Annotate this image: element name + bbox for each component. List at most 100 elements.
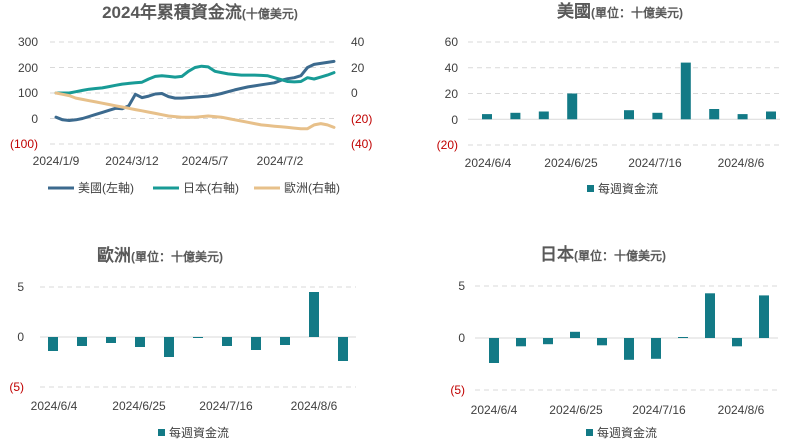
japan-title-main: 日本: [540, 244, 574, 264]
y-tick-label: 40: [445, 61, 459, 75]
us-y-axis: 60 40 20 0 (20): [437, 35, 459, 152]
us-weekly-chart: 美國(單位：十億美元) 60 40 20 0 (20) 2024/6/4 202…: [437, 1, 780, 196]
legend-label-europe: 歐洲(右軸): [284, 180, 340, 195]
x-tick-label: 2024/8/6: [718, 403, 765, 417]
cumulative-legend: 美國(左軸) 日本(右軸) 歐洲(右軸): [48, 180, 340, 195]
legend-label-japan: 日本(右軸): [183, 180, 239, 195]
series-line-japan: [54, 64, 336, 95]
us-chart-title: 美國(單位：十億美元): [557, 1, 683, 21]
europe-y-axis: 5 0 (5): [9, 280, 24, 394]
europe-legend: 每週資金流: [158, 425, 229, 440]
bar: [759, 295, 769, 338]
europe-title-main: 歐洲: [97, 245, 131, 265]
x-tick-label: 2024/7/2: [257, 154, 304, 168]
japan-bars: [489, 293, 769, 363]
legend-label: 每週資金流: [598, 181, 658, 196]
bar: [766, 111, 776, 120]
legend-swatch: [158, 429, 165, 436]
bar: [543, 338, 553, 345]
bar: [106, 337, 116, 343]
legend-swatch: [587, 185, 594, 192]
bar: [732, 338, 742, 347]
bar: [597, 338, 607, 346]
cumulative-series-lines: [54, 59, 336, 131]
bar: [570, 331, 580, 338]
bar: [678, 337, 688, 338]
cumulative-chart-title: 2024年累積資金流(十億美元): [102, 2, 298, 22]
cumulative-x-axis: 2024/1/9 2024/3/12 2024/5/7 2024/7/2: [33, 154, 304, 168]
x-tick-label: 2024/8/6: [291, 399, 338, 413]
cumulative-right-axis: 40 20 0 (20) (40): [351, 35, 372, 151]
bar: [489, 338, 499, 363]
europe-weekly-chart: 歐洲(單位：十億美元) 5 0 (5) 2024/6/4 2024/6/25 2…: [9, 245, 356, 440]
bar: [652, 112, 663, 120]
x-tick-label: 2024/6/4: [31, 399, 78, 413]
bar: [624, 110, 634, 120]
left-tick-label: 200: [18, 61, 38, 75]
bar: [135, 337, 145, 347]
bar: [651, 338, 661, 359]
us-title-main: 美國: [557, 1, 591, 21]
legend-label-us: 美國(左軸): [78, 180, 134, 195]
y-tick-label: 0: [451, 113, 458, 127]
right-tick-label: 0: [351, 86, 358, 100]
europe-title-sub: (單位：十億美元): [131, 249, 223, 264]
legend-label: 每週資金流: [169, 425, 229, 440]
x-tick-label: 2024/3/12: [105, 154, 159, 168]
right-tick-label: (40): [351, 137, 372, 151]
x-tick-label: 2024/7/16: [199, 399, 253, 413]
left-tick-label: (100): [10, 137, 38, 151]
x-tick-label: 2024/7/16: [628, 156, 682, 170]
bar: [516, 338, 526, 347]
us-bars: [482, 62, 776, 120]
y-tick-label: 20: [445, 87, 459, 101]
x-tick-label: 2024/8/6: [718, 156, 765, 170]
left-tick-label: 300: [18, 35, 38, 49]
bar: [624, 338, 634, 360]
japan-legend: 每週資金流: [586, 425, 657, 440]
x-tick-label: 2024/7/16: [632, 403, 686, 417]
series-line-us: [54, 59, 336, 122]
x-tick-label: 2024/6/25: [112, 399, 166, 413]
x-tick-label: 2024/1/9: [33, 154, 80, 168]
cumulative-title-main: 2024年累積資金流: [102, 2, 242, 22]
y-tick-label: 5: [458, 279, 465, 293]
y-tick-label: (5): [9, 380, 24, 394]
bar: [280, 337, 290, 345]
bar: [705, 293, 715, 338]
y-tick-label: (20): [437, 138, 458, 152]
bar: [737, 114, 748, 120]
y-tick-label: (5): [450, 383, 465, 397]
bar: [164, 337, 174, 357]
right-tick-label: 20: [351, 61, 365, 75]
bar: [48, 337, 58, 351]
bar: [538, 111, 549, 120]
bar: [338, 337, 348, 361]
japan-x-axis: 2024/6/4 2024/6/25 2024/7/16 2024/8/6: [471, 403, 765, 417]
y-tick-label: 0: [17, 330, 24, 344]
x-tick-label: 2024/6/4: [465, 156, 512, 170]
us-title-sub: (單位：十億美元): [591, 5, 683, 20]
us-x-axis: 2024/6/4 2024/6/25 2024/7/16 2024/8/6: [465, 156, 765, 170]
x-tick-label: 2024/6/4: [471, 403, 518, 417]
bar: [309, 292, 319, 337]
bar: [567, 93, 578, 120]
cumulative-title-sub: (十億美元): [242, 6, 298, 21]
x-tick-label: 2024/6/25: [544, 156, 598, 170]
y-tick-label: 60: [445, 35, 459, 49]
bar: [709, 109, 720, 120]
bar: [77, 337, 87, 346]
bar: [222, 337, 232, 346]
us-legend: 每週資金流: [587, 181, 658, 196]
bar: [680, 62, 691, 120]
europe-bars: [48, 292, 348, 361]
cumulative-flow-chart: 2024年累積資金流(十億美元) 300 200 100 0 (100) 40 …: [10, 2, 372, 195]
cumulative-left-axis: 300 200 100 0 (100): [10, 35, 38, 151]
bar: [510, 112, 521, 120]
left-tick-label: 0: [31, 112, 38, 126]
left-tick-label: 100: [18, 86, 38, 100]
europe-x-axis: 2024/6/4 2024/6/25 2024/7/16 2024/8/6: [31, 399, 338, 413]
bar: [251, 337, 261, 350]
right-tick-label: (20): [351, 112, 372, 126]
